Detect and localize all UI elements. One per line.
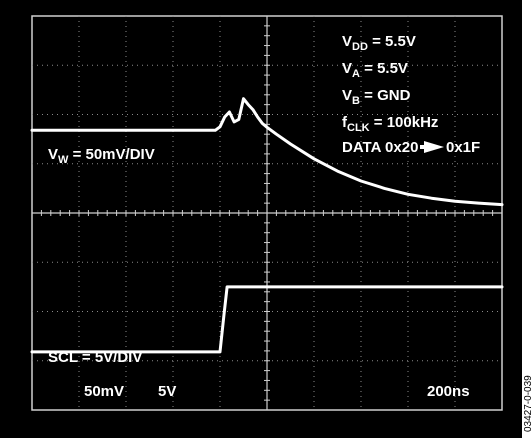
condition-fclk: fCLK = 100kHz	[342, 114, 438, 134]
condition-va: VA = 5.5V	[342, 60, 408, 80]
condition-vb: VB = GND	[342, 87, 411, 107]
condition-data-to: 0x1F	[446, 139, 480, 156]
condition-vdd: VDD = 5.5V	[342, 33, 416, 53]
readout-ch2: 5V	[158, 383, 176, 400]
condition-data-from: DATA 0x20	[342, 139, 418, 156]
readout-time: 200ns	[427, 383, 470, 400]
trace-vw	[30, 97, 504, 207]
channel-label-scl: SCL = 5V/DIV	[48, 349, 142, 366]
trace-scl	[30, 285, 504, 354]
channel-label-vw: VW = 50mV/DIV	[48, 146, 155, 166]
traces	[30, 97, 504, 354]
data-arrow-shaft	[420, 145, 426, 149]
graticule	[31, 15, 503, 411]
figure-code: 03427-0-039	[523, 375, 532, 432]
readout-ch1: 50mV	[84, 383, 124, 400]
data-arrow-icon	[424, 141, 444, 153]
